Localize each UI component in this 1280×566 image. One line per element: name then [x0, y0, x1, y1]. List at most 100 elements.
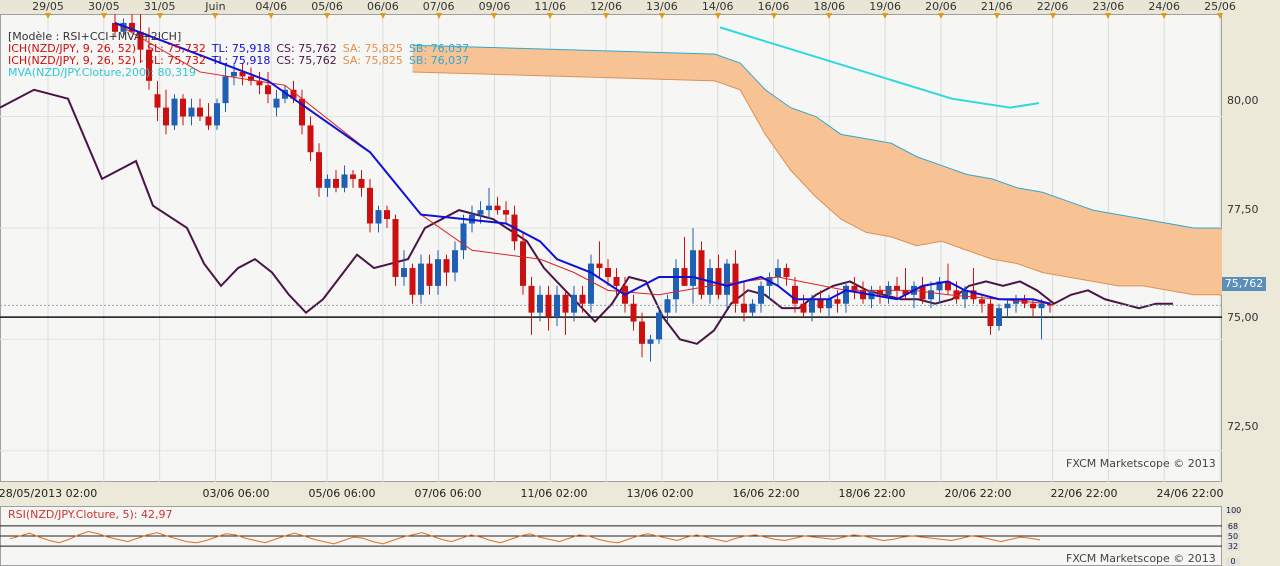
- date-marker-icon: [100, 13, 107, 19]
- candle-body: [154, 94, 161, 108]
- top-date-label: 09/06: [478, 0, 511, 13]
- ich1-sb: SB: 76,037: [408, 42, 470, 55]
- candle-body: [596, 263, 603, 269]
- candle-body: [214, 103, 220, 126]
- ich1-label: ICH(NZD/JPY, 9, 26, 52) - SL: 75,732: [8, 42, 206, 55]
- candle-body: [180, 98, 186, 117]
- candle-body: [129, 22, 135, 32]
- date-marker-icon: [714, 13, 721, 19]
- rsi-legend: RSI(NZD/JPY.Cloture, 5): 42,97: [8, 508, 173, 521]
- top-date-label: 20/06: [925, 0, 957, 13]
- candle-body: [639, 321, 645, 344]
- candle-body: [919, 285, 926, 300]
- main-chart[interactable]: [0, 14, 1222, 482]
- ich1-tl: TL: 75,918: [211, 42, 271, 55]
- date-marker-icon: [603, 13, 610, 19]
- y-tick-label: 75,00: [1227, 311, 1259, 324]
- top-date-label: 19/06: [869, 0, 901, 13]
- ich2-cs: CS: 75,762: [276, 54, 337, 67]
- candle-body: [409, 268, 416, 295]
- top-date-label: 22/06: [1036, 0, 1069, 13]
- candle-body: [792, 285, 798, 304]
- candle-body: [528, 285, 535, 313]
- candle-body: [537, 294, 543, 313]
- top-date-label: 16/06: [757, 0, 790, 13]
- rsi-level-50: 50: [1226, 532, 1240, 541]
- top-date-label: 29/05: [32, 0, 64, 13]
- top-date-label: 30/05: [87, 0, 120, 13]
- mva-label: MVA(NZD/JPY.Cloture,200): 80,319: [8, 66, 196, 79]
- top-date-label: 12/06: [590, 0, 622, 13]
- candle-body: [265, 85, 271, 95]
- top-date-label: 31/05: [143, 0, 176, 13]
- candle-body: [290, 89, 297, 99]
- candle-body: [945, 281, 951, 291]
- candle-body: [239, 71, 246, 77]
- top-date-axis: 29/05 30/05 31/05 Juin 04/06 05/06 06/06 07/06 0…: [0, 0, 1236, 14]
- date-marker-icon: [658, 13, 665, 19]
- candle-body: [248, 76, 254, 81]
- rsi-chart[interactable]: [0, 506, 1222, 566]
- candle-body: [630, 303, 637, 322]
- candle-body: [333, 178, 339, 188]
- candle-body: [137, 31, 144, 50]
- candle-body: [936, 281, 943, 291]
- top-date-label: 18/06: [813, 0, 846, 13]
- candle-body: [163, 107, 169, 126]
- top-date-label: 13/06: [646, 0, 678, 13]
- candle-body: [817, 299, 824, 309]
- candle-body: [350, 174, 356, 179]
- x-tick-label: 18/06 22:00: [838, 487, 906, 500]
- candle-body: [715, 268, 722, 295]
- candle-body: [834, 299, 841, 304]
- candle-body: [231, 71, 237, 77]
- candle-body: [307, 125, 314, 153]
- date-marker-icon: [1105, 13, 1112, 19]
- candle-body: [664, 299, 671, 313]
- mva-line: [719, 26, 1040, 109]
- date-marker-icon: [1161, 13, 1168, 19]
- candle-body: [783, 268, 790, 277]
- candle-body: [486, 205, 492, 211]
- candle-body: [205, 116, 212, 126]
- candle-body: [299, 98, 305, 126]
- candle-body: [979, 299, 985, 304]
- date-marker-icon: [212, 13, 219, 19]
- current-price-tag: 75,762: [1222, 277, 1266, 291]
- candle-body: [554, 294, 560, 318]
- candle-body: [996, 308, 1002, 326]
- candle-body: [962, 290, 968, 300]
- top-date-label: 23/06: [1092, 0, 1125, 13]
- candle-body: [809, 299, 815, 313]
- date-marker-icon: [379, 13, 386, 19]
- candle-body: [435, 259, 441, 286]
- x-tick-label: 11/06 02:00: [520, 487, 588, 500]
- top-date-label: 04/06: [255, 0, 288, 13]
- y-tick-label: 80,00: [1227, 94, 1259, 107]
- date-marker-icon: [826, 13, 833, 19]
- top-date-label: 21/06: [980, 0, 1013, 13]
- ichimoku-cloud: [412, 45, 1222, 296]
- model-label: [Modèle : RSI+CCI+MVA+2ICH]: [8, 30, 182, 43]
- candle-body: [1038, 303, 1045, 309]
- candle-body: [418, 263, 424, 295]
- legend-model: [Modèle : RSI+CCI+MVA+2ICH]: [8, 30, 187, 43]
- date-marker-icon: [268, 13, 275, 19]
- date-marker-icon: [1049, 13, 1056, 19]
- candle-body: [282, 89, 288, 99]
- price-axis: [1222, 14, 1280, 484]
- ich2-label: ICH(NZD/JPY, 9, 26, 52) - SL: 75,732: [8, 54, 206, 67]
- candle-body: [392, 219, 399, 277]
- date-marker-icon: [491, 13, 498, 19]
- candle-body: [494, 205, 501, 211]
- candle-body: [452, 250, 458, 273]
- chikou-span-line: [0, 88, 1173, 345]
- candle-body: [503, 210, 509, 215]
- candle-body: [316, 152, 322, 188]
- top-date-label: 14/06: [701, 0, 734, 13]
- candle-body: [579, 294, 586, 304]
- candle-body: [1004, 303, 1011, 309]
- candle-body: [928, 290, 934, 300]
- date-marker-icon: [1217, 13, 1223, 19]
- top-date-label: 06/06: [366, 0, 399, 13]
